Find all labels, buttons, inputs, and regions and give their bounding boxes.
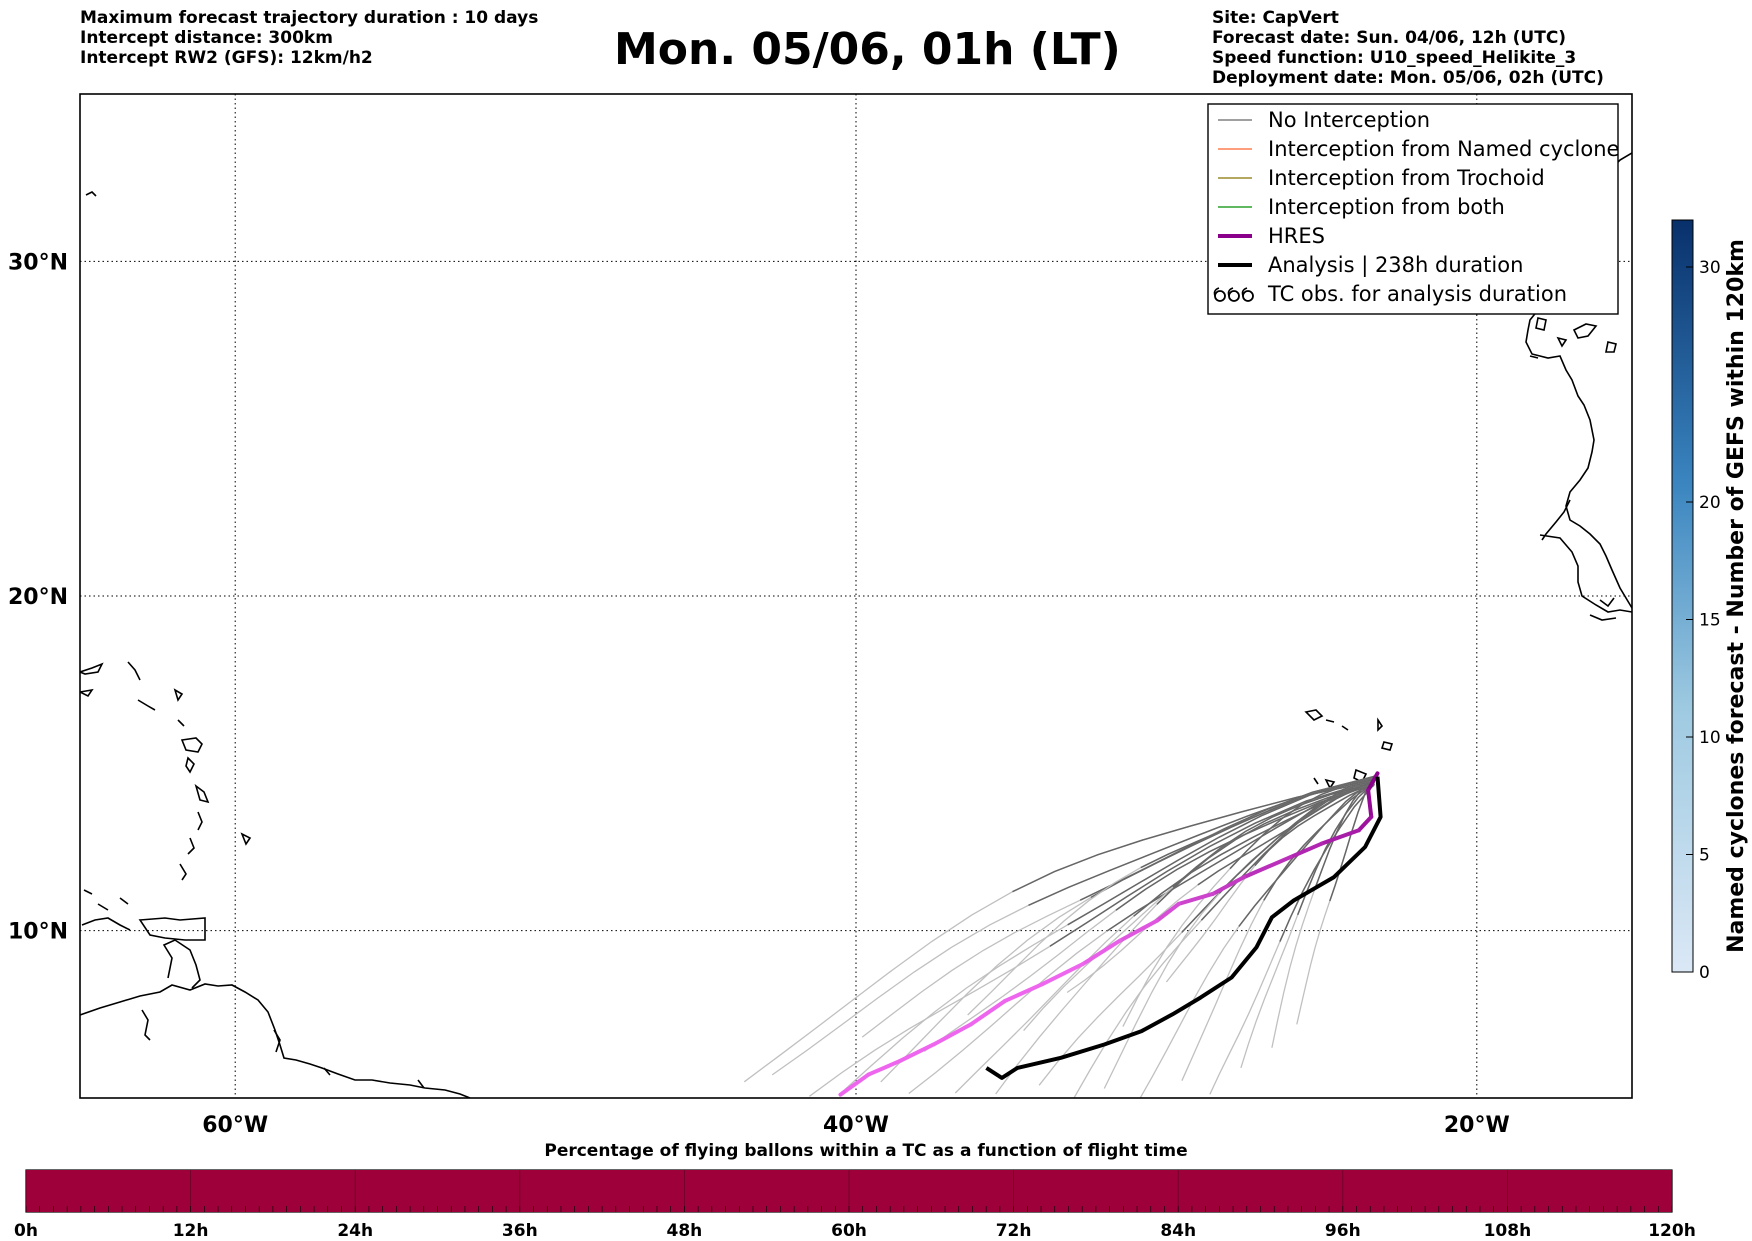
flight-time-bar: Percentage of flying ballons within a TC…: [14, 1141, 1696, 1241]
timebar-tick-label: 24h: [337, 1221, 373, 1241]
timebar-title: Percentage of flying ballons within a TC…: [544, 1141, 1187, 1161]
colorbar-tick-label: 20: [1699, 493, 1721, 513]
hres-track-segment: [1176, 891, 1215, 906]
hres-track-segment: [931, 1022, 973, 1047]
timebar-tick-label: 108h: [1484, 1221, 1532, 1241]
colorbar-tick-label: 5: [1699, 846, 1710, 866]
legend-label: Analysis | 238h duration: [1268, 253, 1523, 278]
hres-track-segment: [1366, 788, 1374, 819]
legend-label: No Interception: [1268, 108, 1430, 132]
ensemble-track-early: [1197, 779, 1375, 886]
colorbar-gradient: [1671, 219, 1694, 973]
header-left-line: Intercept distance: 300km: [80, 28, 333, 48]
ensemble-track-early: [1012, 780, 1375, 893]
ensemble-track-early: [1329, 775, 1376, 902]
map-frame: [79, 93, 1633, 1099]
lat-tick-label: 30°N: [8, 250, 68, 275]
hres-track-segment: [1117, 918, 1160, 943]
header-left-line: Intercept RW2 (GFS): 12km/h2: [80, 48, 373, 68]
ensemble-track-early: [1254, 782, 1375, 867]
legend-label: Interception from Named cyclone: [1268, 137, 1619, 161]
ensemble-track-early: [1263, 781, 1375, 901]
map-axis-labels: 60°W 40°W 20°W 10°N 20°N 30°N: [8, 250, 1510, 1138]
colorbar-label: Named cyclones forecast - Number of GEFS…: [1724, 239, 1749, 953]
timebar-tick-label: 0h: [14, 1221, 38, 1241]
legend-box: [1207, 103, 1619, 315]
ensemble-track-early: [1200, 776, 1375, 921]
hres-track-segment: [1319, 828, 1361, 846]
analysis-track: [985, 776, 1383, 1080]
map-legend: No Interception Interception from Named c…: [1207, 103, 1619, 315]
ensemble-track-early: [1049, 779, 1375, 947]
colorbar-tick-label: 10: [1699, 728, 1721, 748]
ensemble-track-early: [1238, 777, 1375, 927]
lat-tick-label: 20°N: [8, 585, 68, 610]
lat-tick-label: 10°N: [8, 920, 68, 945]
timebar-tick-label: 84h: [1160, 1221, 1196, 1241]
hres-track-segment: [1366, 771, 1380, 793]
timebar-tick-label: 48h: [667, 1221, 703, 1241]
page-title: Mon. 05/06, 01h (LT): [614, 24, 1121, 75]
colorbar-tick-label: 0: [1699, 963, 1710, 983]
header-left-line: Maximum forecast trajectory duration : 1…: [80, 8, 539, 28]
timebar-tick-label: 120h: [1648, 1221, 1696, 1241]
legend-label: TC obs. for analysis duration: [1267, 282, 1567, 306]
hres-track-segment: [838, 1072, 871, 1097]
timebar-fill: [26, 1170, 1672, 1212]
tropical-cyclone-icon-arm: [1213, 287, 1220, 297]
hres-track-segment: [1242, 855, 1293, 880]
hres-track-segment: [1210, 875, 1246, 896]
ensemble-track-early: [1229, 778, 1375, 870]
header-right-line: Deployment date: Mon. 05/06, 02h (UTC): [1212, 68, 1604, 88]
lon-tick-label: 60°W: [202, 1113, 268, 1138]
timebar-tick-label: 36h: [502, 1221, 538, 1241]
header-right-line: Site: CapVert: [1212, 8, 1339, 28]
colorbar-tick-label: 30: [1699, 258, 1721, 278]
hres-track-segment: [1356, 814, 1374, 833]
lon-tick-label: 20°W: [1444, 1113, 1510, 1138]
legend-label: Interception from Trochoid: [1268, 166, 1545, 190]
header-right-line: Speed function: U10_speed_Helikite_3: [1212, 48, 1577, 68]
tropical-cyclone-icon-arm: [1241, 287, 1248, 297]
header-right-line: Forecast date: Sun. 04/06, 12h (UTC): [1212, 28, 1567, 48]
legend-label: HRES: [1268, 224, 1325, 248]
hres-track-segment: [968, 998, 1007, 1027]
timebar-tick-label: 12h: [173, 1221, 209, 1241]
tropical-cyclone-icon-arm: [1227, 287, 1234, 297]
timebar-tick-label: 72h: [996, 1221, 1032, 1241]
named-cyclones-colorbar: Named cyclones forecast - Number of GEFS…: [1671, 219, 1749, 983]
legend-label: Interception from both: [1268, 195, 1505, 219]
hres-track-segment: [866, 1059, 902, 1077]
hres-track-segment: [1002, 982, 1045, 1003]
hres-track-segment: [1040, 962, 1085, 987]
timebar-tick-label: 96h: [1325, 1221, 1361, 1241]
hres-track-segment: [897, 1042, 936, 1064]
hres-track-segment: [1080, 938, 1122, 967]
timebar-tick-label: 60h: [831, 1221, 867, 1241]
hres-track-segment: [1155, 901, 1181, 923]
header-right-info: Site: CapVert Forecast date: Sun. 04/06,…: [1212, 8, 1604, 88]
colorbar-tick-label: 15: [1699, 611, 1721, 631]
ensemble-track-early: [1140, 775, 1375, 869]
lon-tick-label: 40°W: [823, 1113, 889, 1138]
trajectory-tracks: [743, 771, 1383, 1098]
header-left-info: Maximum forecast trajectory duration : 1…: [80, 8, 538, 68]
ensemble-track-early: [1172, 782, 1375, 888]
hres-track-segment: [1288, 841, 1324, 860]
